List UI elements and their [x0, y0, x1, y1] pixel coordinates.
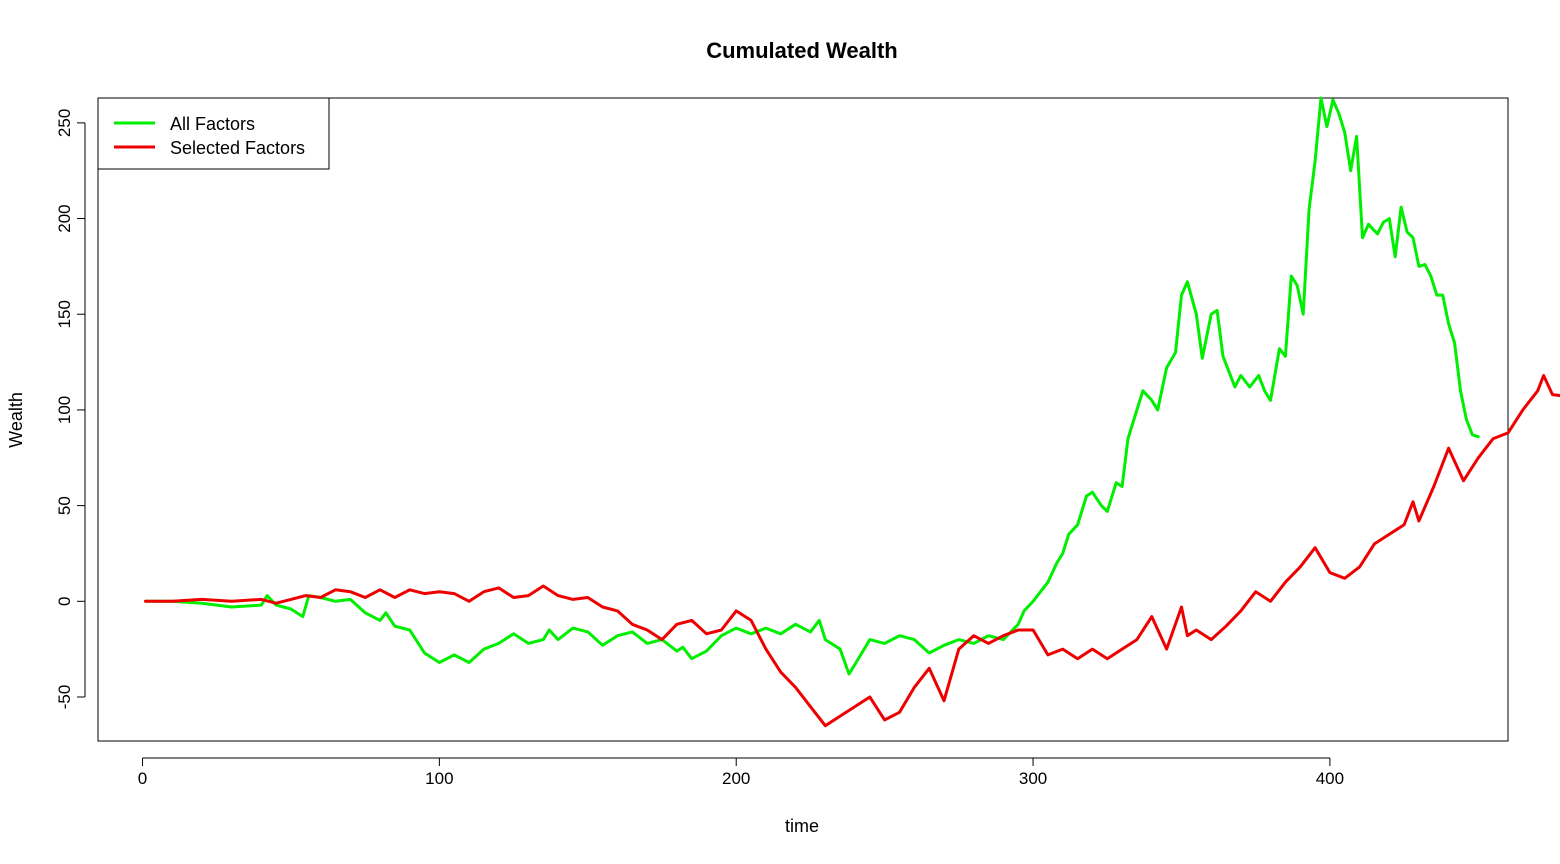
- x-tick-label: 400: [1316, 769, 1344, 788]
- y-tick-label: 100: [55, 396, 74, 424]
- legend-label-selected-factors: Selected Factors: [170, 138, 305, 158]
- y-tick-label: 200: [55, 204, 74, 232]
- series-line-all-factors: [144, 96, 1480, 676]
- x-tick-label: 0: [138, 769, 147, 788]
- y-tick-label: 50: [55, 496, 74, 515]
- y-tick-label: 250: [55, 109, 74, 137]
- y-tick-label: 150: [55, 300, 74, 328]
- y-axis-title: Wealth: [6, 392, 26, 448]
- chart-title: Cumulated Wealth: [706, 38, 898, 63]
- x-tick-label: 100: [425, 769, 453, 788]
- x-tick-label: 200: [722, 769, 750, 788]
- plot-frame: [97, 97, 1509, 742]
- legend-box: [97, 97, 330, 170]
- legend-label-all-factors: All Factors: [170, 114, 255, 134]
- y-tick-label: 0: [55, 597, 74, 606]
- x-axis: 0 100 200 300 400: [138, 757, 1344, 788]
- series-layer: [144, 96, 1560, 728]
- y-tick-label: -50: [55, 685, 74, 710]
- y-axis: -50 0 50 100 150 200 250: [55, 109, 86, 710]
- legend: All Factors Selected Factors: [97, 97, 330, 170]
- series-line-selected-factors: [144, 374, 1560, 728]
- x-axis-title: time: [785, 816, 819, 836]
- x-tick-label: 300: [1019, 769, 1047, 788]
